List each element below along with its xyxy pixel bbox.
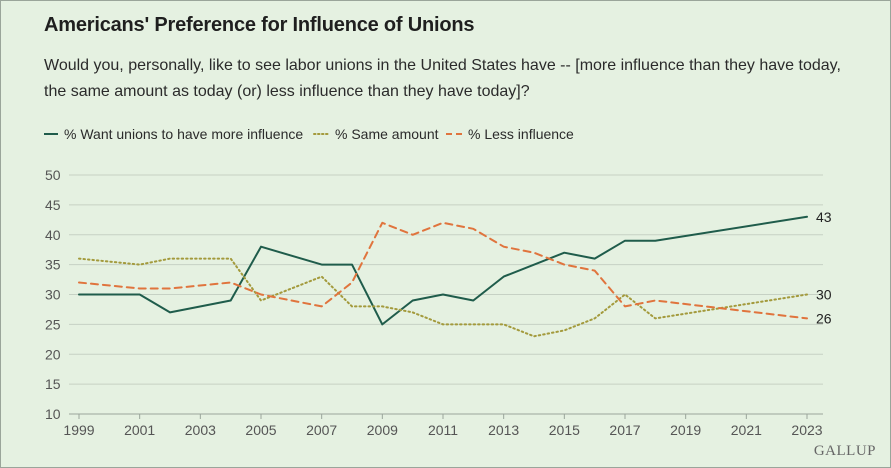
chart-subtitle: Would you, personally, like to see labor… — [44, 57, 841, 100]
y-tick-label: 20 — [45, 346, 61, 362]
x-tick-label: 2017 — [609, 422, 640, 438]
y-tick-label: 30 — [45, 287, 61, 303]
legend-line-solid-icon — [44, 133, 58, 135]
x-tick-label: 2005 — [245, 422, 276, 438]
y-tick-label: 15 — [45, 376, 61, 392]
gallup-logo: GALLUP — [813, 443, 876, 459]
legend-label-same: % Same amount — [335, 126, 439, 142]
x-tick-label: 2003 — [185, 422, 216, 438]
series-line-less — [78, 221, 808, 320]
end-label-same: 30 — [816, 287, 832, 303]
x-tick-label: 2009 — [367, 422, 398, 438]
x-tick-label: 2015 — [549, 422, 580, 438]
page-title: Americans' Preference for Influence of U… — [44, 14, 475, 36]
end-label-more: 43 — [816, 209, 832, 225]
x-tick-label: 2019 — [670, 422, 701, 438]
legend-label-less: % Less influence — [468, 126, 574, 142]
legend-item-less: % Less influence — [446, 126, 574, 142]
x-tick-label: 2001 — [124, 422, 155, 438]
y-tick-label: 25 — [45, 316, 61, 332]
x-tick-label: 1999 — [63, 422, 94, 438]
x-tick-label: 2023 — [791, 422, 822, 438]
x-tick-label: 2021 — [731, 422, 762, 438]
x-tick-label: 2011 — [428, 422, 458, 438]
legend-item-more: % Want unions to have more influence — [44, 126, 303, 142]
legend-line-dotted-icon — [313, 133, 329, 135]
legend-label-more: % Want unions to have more influence — [64, 126, 304, 142]
y-tick-label: 45 — [45, 197, 61, 213]
y-tick-label: 40 — [45, 227, 61, 243]
legend-line-dashed-icon — [446, 133, 462, 135]
series-line-more — [78, 215, 808, 326]
y-tick-label: 50 — [45, 167, 61, 183]
x-tick-label: 2007 — [306, 422, 337, 438]
y-tick-label: 10 — [45, 406, 61, 422]
end-label-less: 26 — [816, 310, 832, 326]
legend-item-same: % Same amount — [313, 126, 439, 142]
series-line-same — [78, 257, 808, 338]
x-tick-label: 2013 — [488, 422, 519, 438]
y-tick-label: 35 — [45, 257, 61, 273]
